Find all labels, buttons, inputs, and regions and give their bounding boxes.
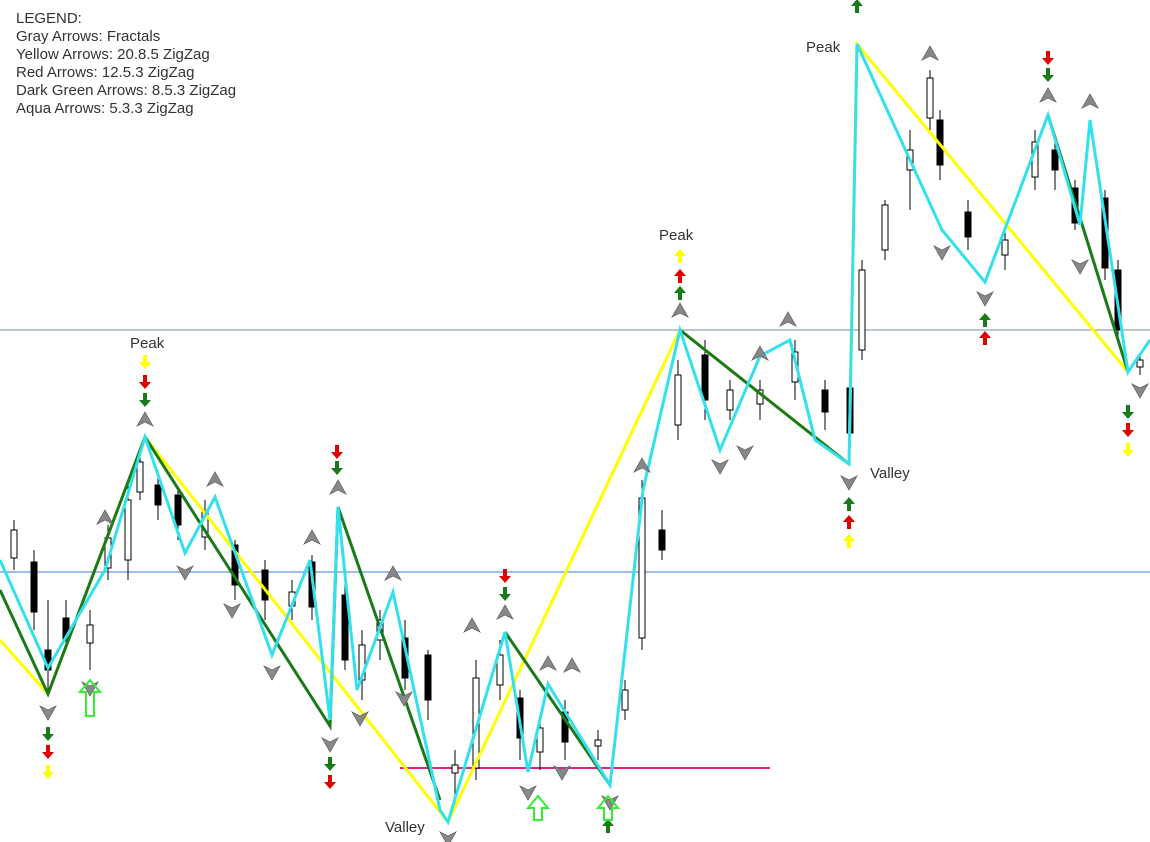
legend-item: Dark Green Arrows: 8.5.3 ZigZag bbox=[16, 82, 236, 99]
annotations: Peak Peak Peak Valley Valley bbox=[130, 39, 910, 836]
legend-item: Yellow Arrows: 20.8.5 ZigZag bbox=[16, 46, 210, 63]
legend-item: Gray Arrows: Fractals bbox=[16, 28, 160, 45]
legend-item: Red Arrows: 12.5.3 ZigZag bbox=[16, 64, 194, 81]
legend-title: LEGEND: bbox=[16, 10, 82, 27]
valley-label: Valley bbox=[385, 819, 425, 836]
legend-item: Aqua Arrows: 5.3.3 ZigZag bbox=[16, 100, 194, 117]
zigzag-green bbox=[503, 631, 612, 786]
zigzag-green bbox=[0, 433, 442, 801]
zigzag-aqua bbox=[0, 43, 1150, 826]
zigzag-yellow bbox=[0, 39, 1130, 825]
peak-label: Peak bbox=[130, 335, 165, 352]
legend: LEGEND: Gray Arrows: Fractals Yellow Arr… bbox=[16, 10, 236, 117]
zigzag-arrows bbox=[42, 0, 1134, 833]
peak-label: Peak bbox=[806, 39, 841, 56]
fractal-arrows bbox=[39, 45, 1149, 842]
candles bbox=[10, 70, 1144, 810]
zigzag-green bbox=[679, 328, 850, 466]
valley-label: Valley bbox=[870, 465, 910, 482]
peak-label: Peak bbox=[659, 227, 694, 244]
